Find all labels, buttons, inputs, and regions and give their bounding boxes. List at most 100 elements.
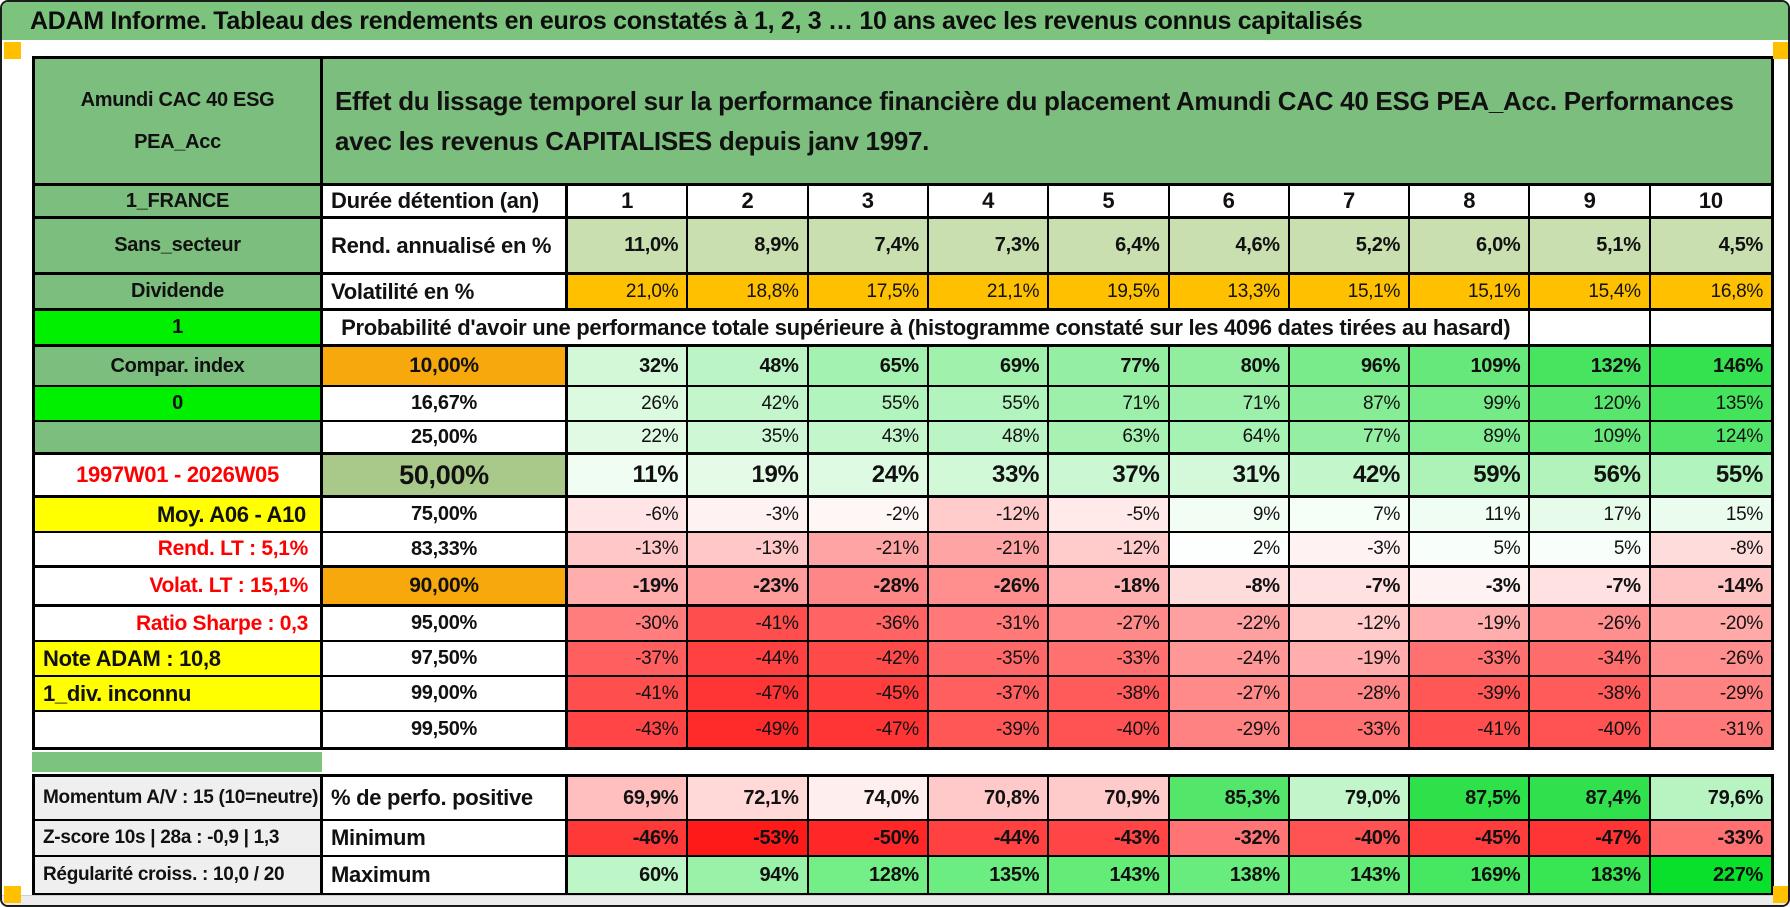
value-cell[interactable]: 19,5% (1049, 275, 1170, 311)
value-cell[interactable]: 9% (1169, 498, 1290, 533)
value-cell[interactable]: -26% (928, 568, 1050, 607)
value-cell[interactable]: 55% (1650, 455, 1771, 498)
value-cell[interactable]: -43% (568, 712, 689, 747)
value-cell[interactable]: 72,1% (688, 777, 809, 821)
value-cell[interactable]: 77% (1049, 347, 1170, 387)
duration-column-header[interactable]: 7 (1289, 186, 1411, 219)
value-cell[interactable]: 65% (808, 347, 929, 387)
percentile-cell[interactable]: Rend. annualisé en % (323, 219, 568, 275)
table-description-cell[interactable]: Effet du lissage temporel sur la perform… (323, 59, 1771, 186)
value-cell[interactable]: 2% (1169, 533, 1290, 568)
value-cell[interactable]: 71% (1169, 387, 1290, 422)
value-cell[interactable]: -50% (808, 821, 929, 857)
value-cell[interactable]: -22% (1169, 607, 1290, 642)
value-cell[interactable]: 42% (688, 387, 809, 422)
value-cell[interactable]: -14% (1650, 568, 1771, 607)
value-cell[interactable]: -27% (1049, 607, 1170, 642)
left-label-cell[interactable]: Sans_secteur (35, 219, 323, 275)
value-cell[interactable]: 138% (1169, 857, 1290, 893)
value-cell[interactable]: -44% (928, 821, 1050, 857)
value-cell[interactable]: 56% (1530, 455, 1651, 498)
value-cell[interactable]: 89% (1410, 422, 1531, 455)
value-cell[interactable]: 31% (1169, 455, 1290, 498)
value-cell[interactable]: 43% (808, 422, 929, 455)
left-label-cell[interactable]: Volat. LT : 15,1% (35, 568, 323, 607)
percentile-cell[interactable]: Durée détention (an) (323, 186, 568, 219)
value-cell[interactable]: -41% (1410, 712, 1531, 747)
value-cell[interactable]: 6,4% (1049, 219, 1170, 275)
left-label-cell[interactable]: 1 (35, 311, 323, 347)
value-cell[interactable]: 6,0% (1410, 219, 1531, 275)
value-cell[interactable]: -23% (688, 568, 809, 607)
value-cell[interactable]: 70,8% (928, 777, 1050, 821)
probability-note-cell[interactable]: Probabilité d'avoir une performance tota… (323, 311, 1531, 347)
duration-column-header[interactable]: 1 (568, 186, 689, 219)
value-cell[interactable]: -3% (1410, 568, 1531, 607)
value-cell[interactable]: -47% (808, 712, 929, 747)
value-cell[interactable]: -19% (568, 568, 689, 607)
duration-column-header[interactable]: 2 (688, 186, 809, 219)
value-cell[interactable]: -21% (928, 533, 1050, 568)
value-cell[interactable]: 60% (568, 857, 689, 893)
left-label-cell[interactable]: Dividende (35, 275, 323, 311)
value-cell[interactable]: -3% (1289, 533, 1411, 568)
value-cell[interactable]: 227% (1650, 857, 1771, 893)
value-cell[interactable]: -26% (1530, 607, 1651, 642)
value-cell[interactable]: -26% (1650, 642, 1771, 677)
duration-column-header[interactable]: 3 (808, 186, 929, 219)
value-cell[interactable]: 21,1% (928, 275, 1050, 311)
value-cell[interactable]: 5,1% (1530, 219, 1651, 275)
duration-column-header[interactable]: 4 (928, 186, 1050, 219)
left-label-cell[interactable]: 1_div. inconnu (35, 677, 323, 712)
value-cell[interactable]: 11,0% (568, 219, 689, 275)
value-cell[interactable]: -28% (1289, 677, 1411, 712)
value-cell[interactable]: 128% (808, 857, 929, 893)
value-cell[interactable]: -33% (1049, 642, 1170, 677)
value-cell[interactable]: -19% (1289, 642, 1411, 677)
value-cell[interactable]: -7% (1289, 568, 1411, 607)
left-label-cell[interactable]: Momentum A/V : 15 (10=neutre) (35, 777, 323, 821)
stat-label-cell[interactable]: Maximum (323, 857, 568, 893)
value-cell[interactable]: -21% (808, 533, 929, 568)
value-cell[interactable]: 71% (1049, 387, 1170, 422)
value-cell[interactable]: 33% (928, 455, 1050, 498)
value-cell[interactable]: 87,5% (1410, 777, 1531, 821)
percentile-cell[interactable]: 95,00% (323, 607, 568, 642)
value-cell[interactable]: -3% (688, 498, 809, 533)
value-cell[interactable]: 5% (1410, 533, 1531, 568)
value-cell[interactable]: -29% (1650, 677, 1771, 712)
value-cell[interactable]: 55% (928, 387, 1050, 422)
value-cell[interactable]: 7% (1289, 498, 1411, 533)
value-cell[interactable]: 15,4% (1530, 275, 1651, 311)
percentile-cell[interactable]: 99,00% (323, 677, 568, 712)
value-cell[interactable]: -31% (928, 607, 1050, 642)
value-cell[interactable]: 7,4% (808, 219, 929, 275)
value-cell[interactable]: -45% (1410, 821, 1531, 857)
value-cell[interactable]: 21,0% (568, 275, 689, 311)
value-cell[interactable]: -8% (1650, 533, 1771, 568)
value-cell[interactable]: 15,1% (1289, 275, 1411, 311)
value-cell[interactable]: -37% (928, 677, 1050, 712)
value-cell[interactable]: 99% (1410, 387, 1531, 422)
value-cell[interactable]: 120% (1530, 387, 1651, 422)
left-label-cell[interactable]: Ratio Sharpe : 0,3 (35, 607, 323, 642)
percentile-cell[interactable]: 83,33% (323, 533, 568, 568)
value-cell[interactable]: -2% (808, 498, 929, 533)
value-cell[interactable]: -19% (1410, 607, 1531, 642)
value-cell[interactable]: -20% (1650, 607, 1771, 642)
value-cell[interactable]: -12% (1289, 607, 1411, 642)
value-cell[interactable]: 7,3% (928, 219, 1050, 275)
value-cell[interactable]: -41% (688, 607, 809, 642)
value-cell[interactable]: -38% (1530, 677, 1651, 712)
value-cell[interactable]: 26% (568, 387, 689, 422)
value-cell[interactable]: -53% (688, 821, 809, 857)
value-cell[interactable]: -41% (568, 677, 689, 712)
value-cell[interactable]: -6% (568, 498, 689, 533)
value-cell[interactable]: -39% (928, 712, 1050, 747)
left-label-cell[interactable]: Moy. A06 - A10 (35, 498, 323, 533)
value-cell[interactable]: 19% (688, 455, 809, 498)
value-cell[interactable]: 13,3% (1169, 275, 1290, 311)
value-cell[interactable]: 85,3% (1169, 777, 1290, 821)
percentile-cell[interactable]: 50,00% (323, 455, 568, 498)
percentile-cell[interactable]: 16,67% (323, 387, 568, 422)
